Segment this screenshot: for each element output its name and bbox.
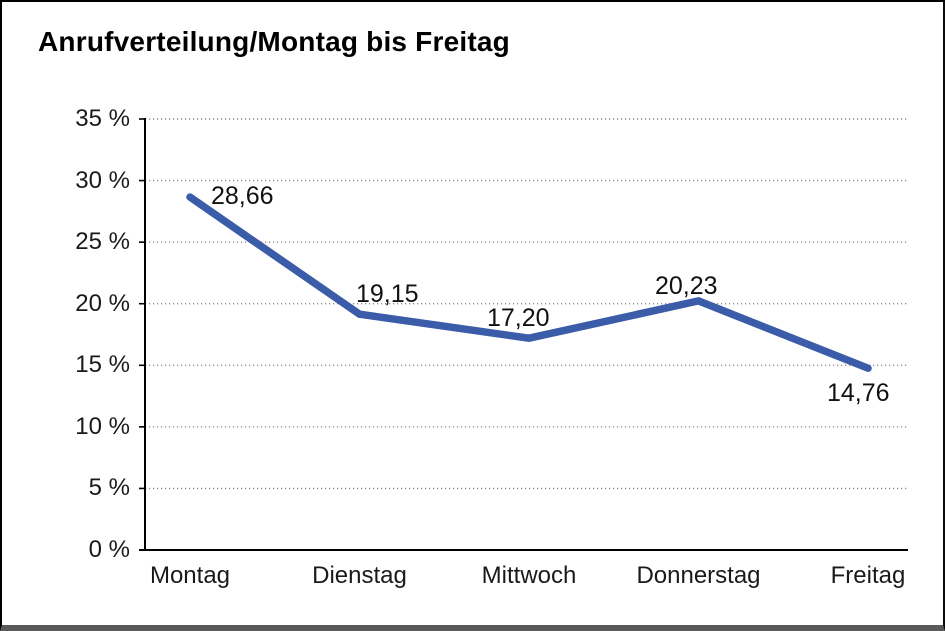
- chart-title: Anrufverteilung/Montag bis Freitag: [38, 26, 510, 57]
- x-axis-category-label: Donnerstag: [636, 562, 761, 589]
- y-axis-tick-label: 30 %: [75, 166, 130, 194]
- data-point-label: 17,20: [487, 304, 550, 333]
- x-axis-category-label: Montag: [149, 562, 231, 589]
- data-point-label: 14,76: [827, 379, 890, 408]
- data-line: [186, 193, 872, 372]
- y-axis-tick-label: 20 %: [75, 289, 130, 317]
- y-axis-tick-label: 35 %: [75, 105, 130, 132]
- x-axis-category-label: Mittwoch: [481, 562, 577, 589]
- data-point-label: 20,23: [655, 271, 718, 300]
- data-point-label: 28,66: [211, 182, 274, 211]
- y-axis-tick-label: 15 %: [75, 351, 130, 379]
- x-axis-category-label: Dienstag: [312, 562, 407, 589]
- y-axis-tick-label: 0 %: [88, 536, 130, 563]
- y-axis-tick-label: 25 %: [75, 228, 130, 256]
- y-axis-tick-label: 10 %: [75, 412, 130, 440]
- x-axis-category-label: Freitag: [830, 562, 906, 589]
- data-point-label: 19,15: [356, 280, 419, 309]
- y-axis-tick-label: 5 %: [88, 474, 130, 502]
